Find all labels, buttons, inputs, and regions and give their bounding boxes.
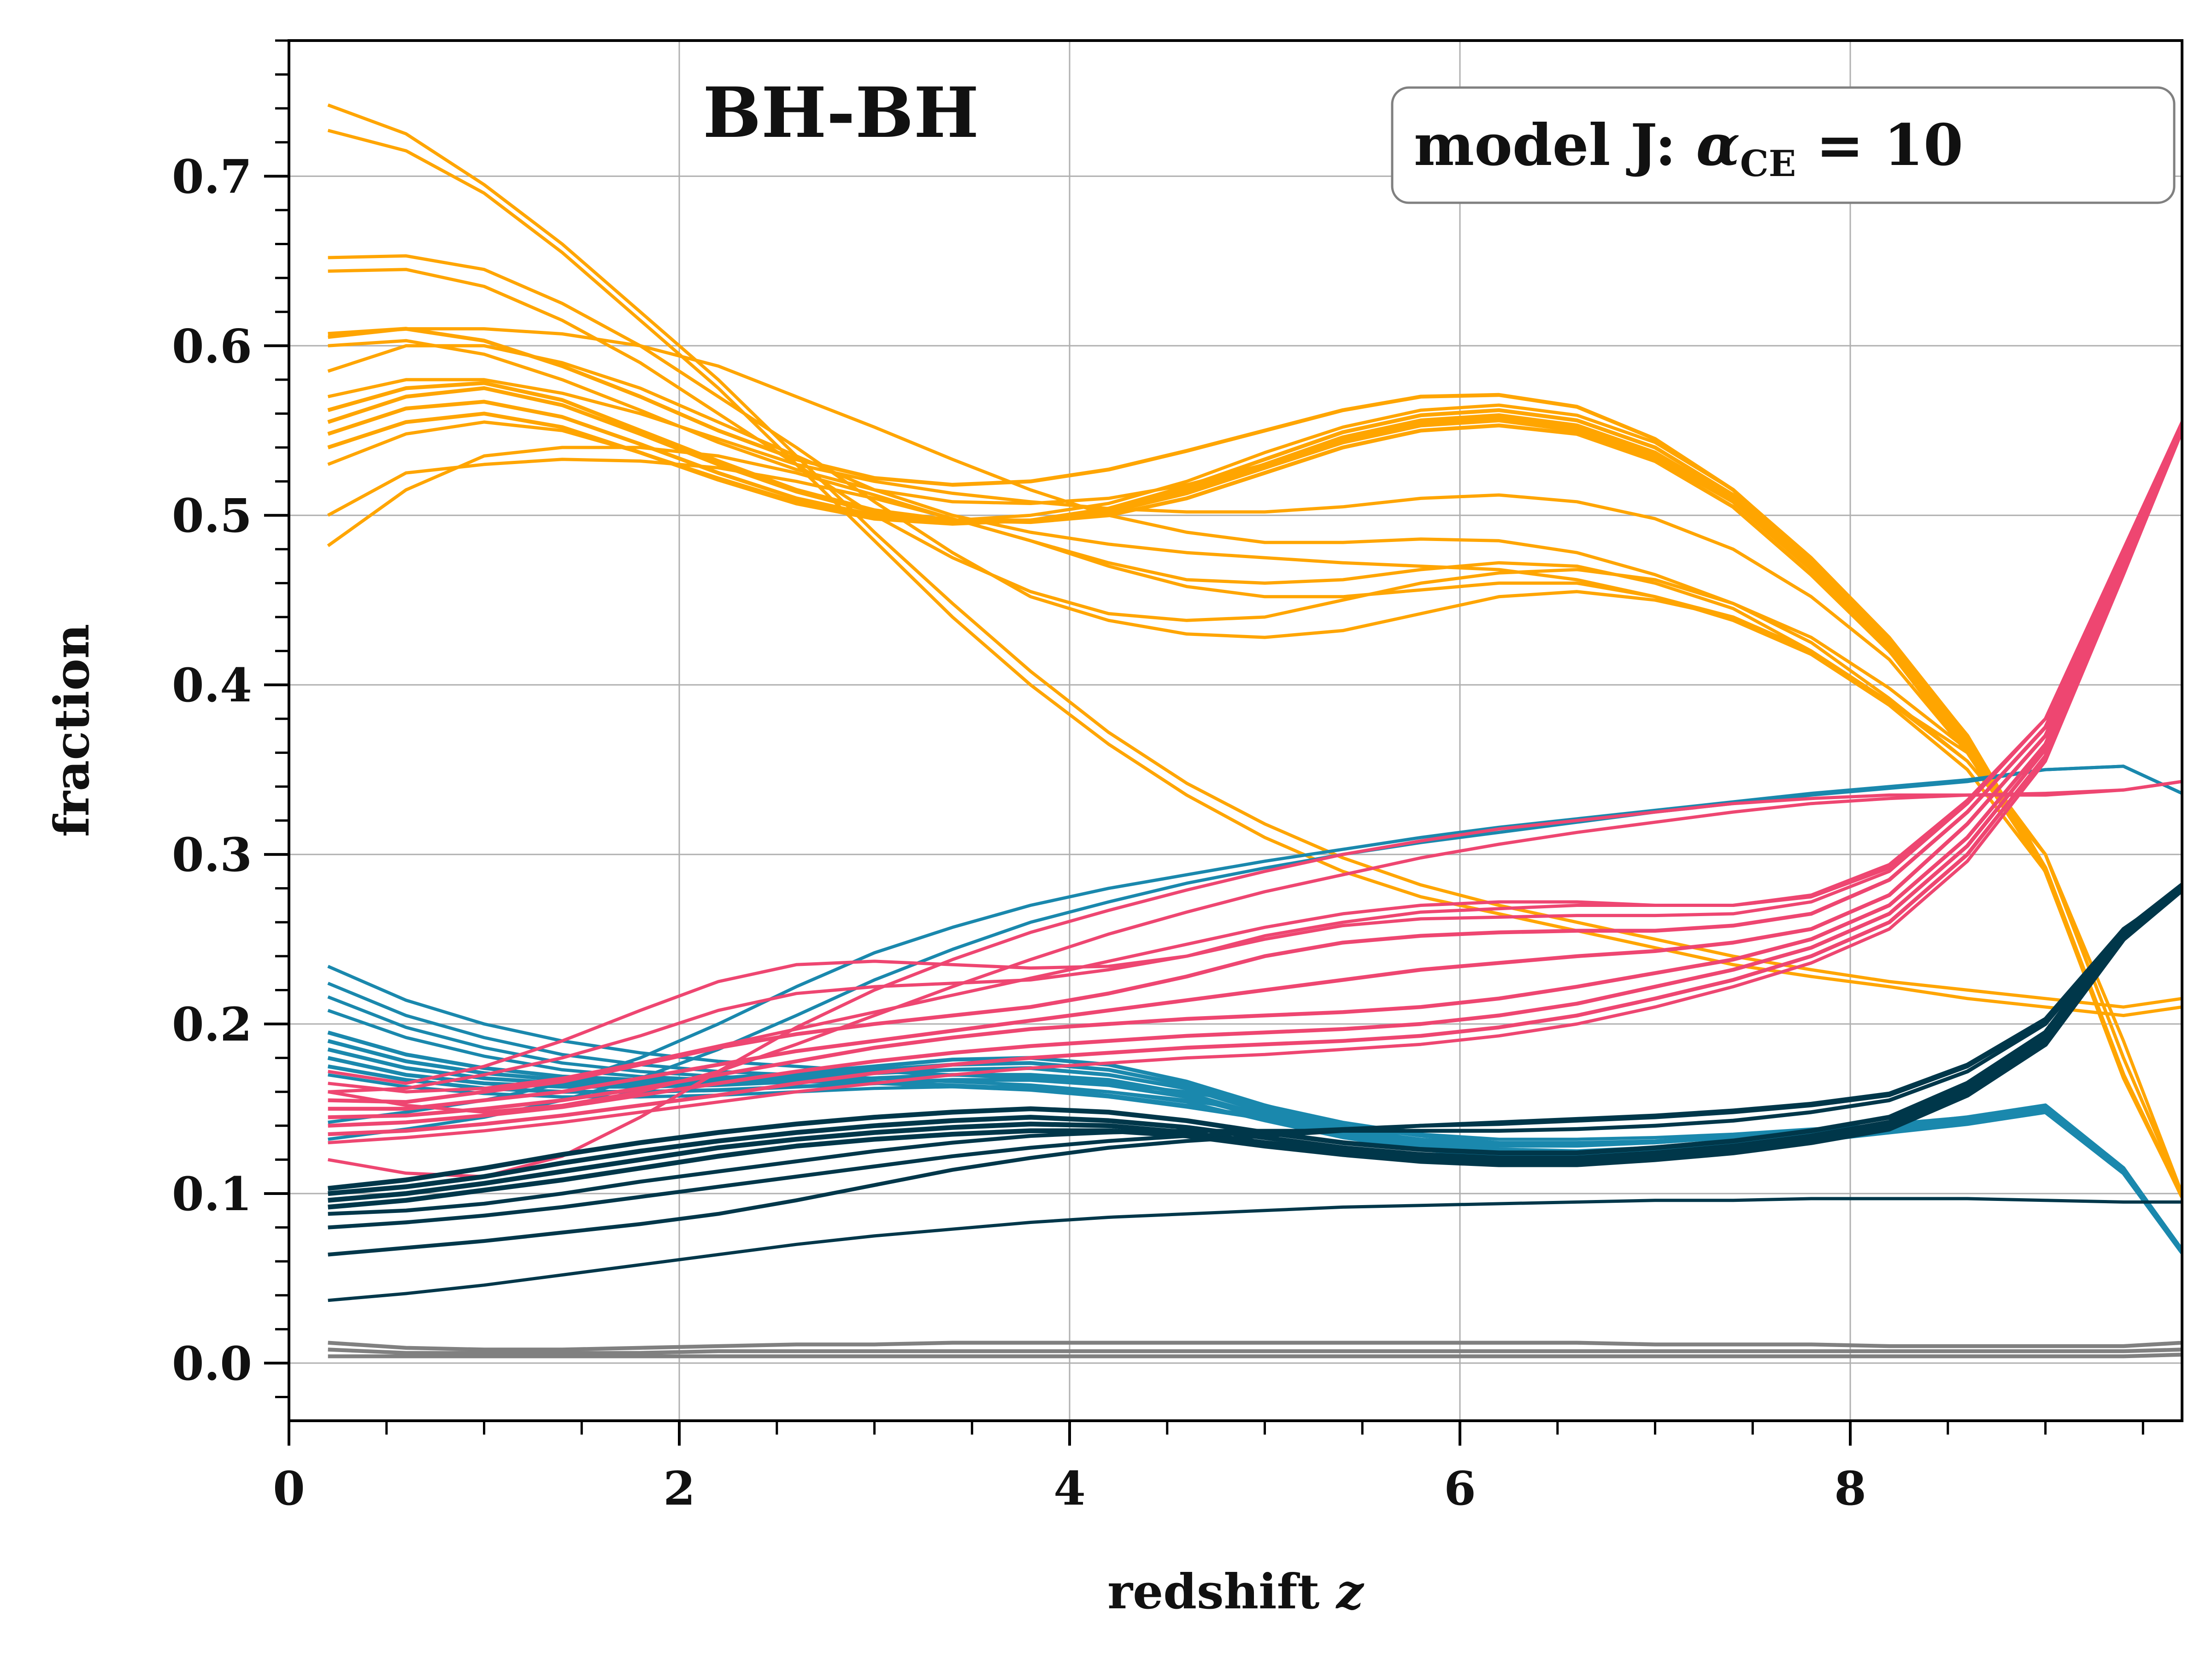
legend-symbol: α	[1696, 112, 1740, 179]
series-line-pink	[328, 426, 2182, 1119]
y-tick-label: 0.4	[172, 658, 252, 712]
x-axis-title: redshift z	[1107, 1563, 1364, 1620]
legend-entry: model J: αCE = 10	[1414, 112, 1963, 185]
legend: model J: αCE = 10	[1391, 86, 2176, 204]
series-line-pink	[328, 423, 2182, 1094]
series-line-dark	[328, 888, 2182, 1210]
series-line-dark	[328, 1197, 2182, 1302]
series-line-pink	[328, 780, 2182, 1178]
series-line-pink	[328, 780, 2182, 1114]
series-line-orange	[327, 129, 2182, 1018]
x-axis-title-variable: z	[1335, 1563, 1365, 1620]
legend-suffix: = 10	[1796, 112, 1963, 179]
series-line-orange	[327, 403, 2182, 1198]
y-tick-label: 0.6	[172, 319, 252, 373]
series-line-orange	[328, 327, 2182, 1198]
series-line-pink	[328, 426, 2182, 1111]
series-line-orange	[328, 268, 2182, 1194]
series-line-gray	[328, 1347, 2182, 1355]
legend-subscript: CE	[1740, 143, 1796, 185]
series-line-dark	[328, 886, 2182, 1203]
y-tick-label: 0.2	[172, 997, 252, 1052]
plot-frame	[288, 39, 2183, 1422]
y-tick-label: 0.5	[172, 488, 252, 543]
x-tick-label: 8	[1834, 1461, 1866, 1516]
legend-prefix: model J:	[1414, 112, 1696, 179]
y-tick-label: 0.7	[172, 149, 252, 204]
y-tick-label: 0.0	[172, 1336, 252, 1391]
y-tick-label: 0.3	[172, 828, 252, 882]
series-line-pink	[328, 421, 2182, 1094]
panel-label: BH-BH	[703, 72, 979, 153]
x-tick-label: 4	[1053, 1461, 1086, 1516]
series-line-orange	[327, 103, 2182, 1009]
x-tick-label: 6	[1444, 1461, 1476, 1516]
series-line-pink	[328, 429, 2182, 1145]
series-line-pink	[328, 421, 2182, 1085]
x-tick-label: 2	[663, 1461, 695, 1516]
legend-box	[1391, 86, 2176, 204]
series-line-pink	[328, 429, 2182, 1136]
x-tick-label: 0	[273, 1461, 305, 1516]
series-line-orange	[327, 446, 2182, 1198]
series-lines	[327, 103, 2182, 1359]
series-line-dark	[328, 887, 2182, 1257]
series-line-orange	[327, 378, 2182, 1198]
y-tick-label: 0.1	[172, 1167, 252, 1221]
series-line-gray	[328, 1341, 2182, 1352]
series-line-orange	[327, 344, 2182, 1194]
x-axis-title-text: redshift	[1107, 1563, 1336, 1620]
y-axis-title: fraction	[43, 624, 100, 837]
axis-ticks: 0 2 4 6 8 0.0 0.1 0.2 0.3 0.4 0.5 0.6 0.7	[172, 39, 2144, 1516]
series-line-orange	[328, 339, 2182, 1198]
series-line-orange	[327, 386, 2182, 1198]
series-line-blue	[328, 765, 2182, 1124]
series-line-pink	[328, 424, 2182, 1104]
series-line-pink	[328, 428, 2182, 1128]
series-line-gray	[328, 1353, 2182, 1359]
series-line-orange	[328, 327, 2182, 1194]
